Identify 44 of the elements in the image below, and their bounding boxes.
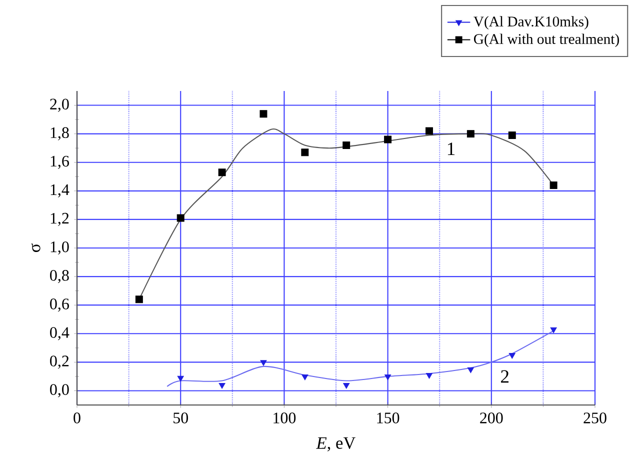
- y-tick-label: 2,0: [50, 98, 69, 112]
- y-tick-label: 1,8: [50, 127, 69, 140]
- point: [550, 181, 558, 189]
- point: [508, 353, 516, 359]
- y-tick-label: 1,2: [50, 212, 69, 226]
- y-tick-label: 0,6: [50, 298, 69, 312]
- y-tick-label: 1,4: [50, 184, 70, 198]
- x-tick-label: 100: [274, 412, 296, 424]
- y-tick-label: 0,8: [50, 270, 69, 284]
- point: [343, 383, 350, 389]
- point: [218, 168, 226, 176]
- point: [260, 360, 267, 366]
- point: [426, 373, 433, 379]
- y-tick-label: 0,2: [50, 356, 69, 369]
- point: [301, 148, 309, 156]
- legend-label: G(Al with out trealment): [474, 34, 619, 47]
- point: [342, 142, 350, 149]
- x-axis-title: E, eV: [316, 437, 356, 452]
- point: [135, 296, 143, 304]
- point: [384, 374, 392, 380]
- point: [176, 214, 184, 222]
- point: [302, 374, 308, 380]
- point: [384, 136, 392, 144]
- point: [467, 367, 474, 374]
- x-tick-label: 50: [174, 412, 188, 424]
- y-tick-label: 0,4: [50, 327, 70, 340]
- x-tick-label: 0: [74, 412, 80, 424]
- point: [260, 110, 268, 118]
- legend-label: V(Al Dav.K10mks): [474, 16, 588, 30]
- annotation: 1: [448, 142, 455, 155]
- point: [466, 130, 474, 138]
- x-tick-label: 200: [480, 412, 503, 424]
- x-tick-label: 150: [377, 412, 400, 424]
- y-tick-label: 1,0: [50, 241, 69, 255]
- y-axis-title: σ: [31, 244, 40, 252]
- annotation: 2: [501, 370, 509, 383]
- y-tick-label: 1,6: [50, 156, 69, 169]
- point: [177, 376, 184, 382]
- y-tick-label: 0,0: [50, 384, 69, 398]
- point: [426, 127, 433, 135]
- x-tick-label: 250: [584, 412, 606, 424]
- point: [550, 327, 557, 334]
- point: [218, 383, 226, 389]
- point: [508, 132, 516, 139]
